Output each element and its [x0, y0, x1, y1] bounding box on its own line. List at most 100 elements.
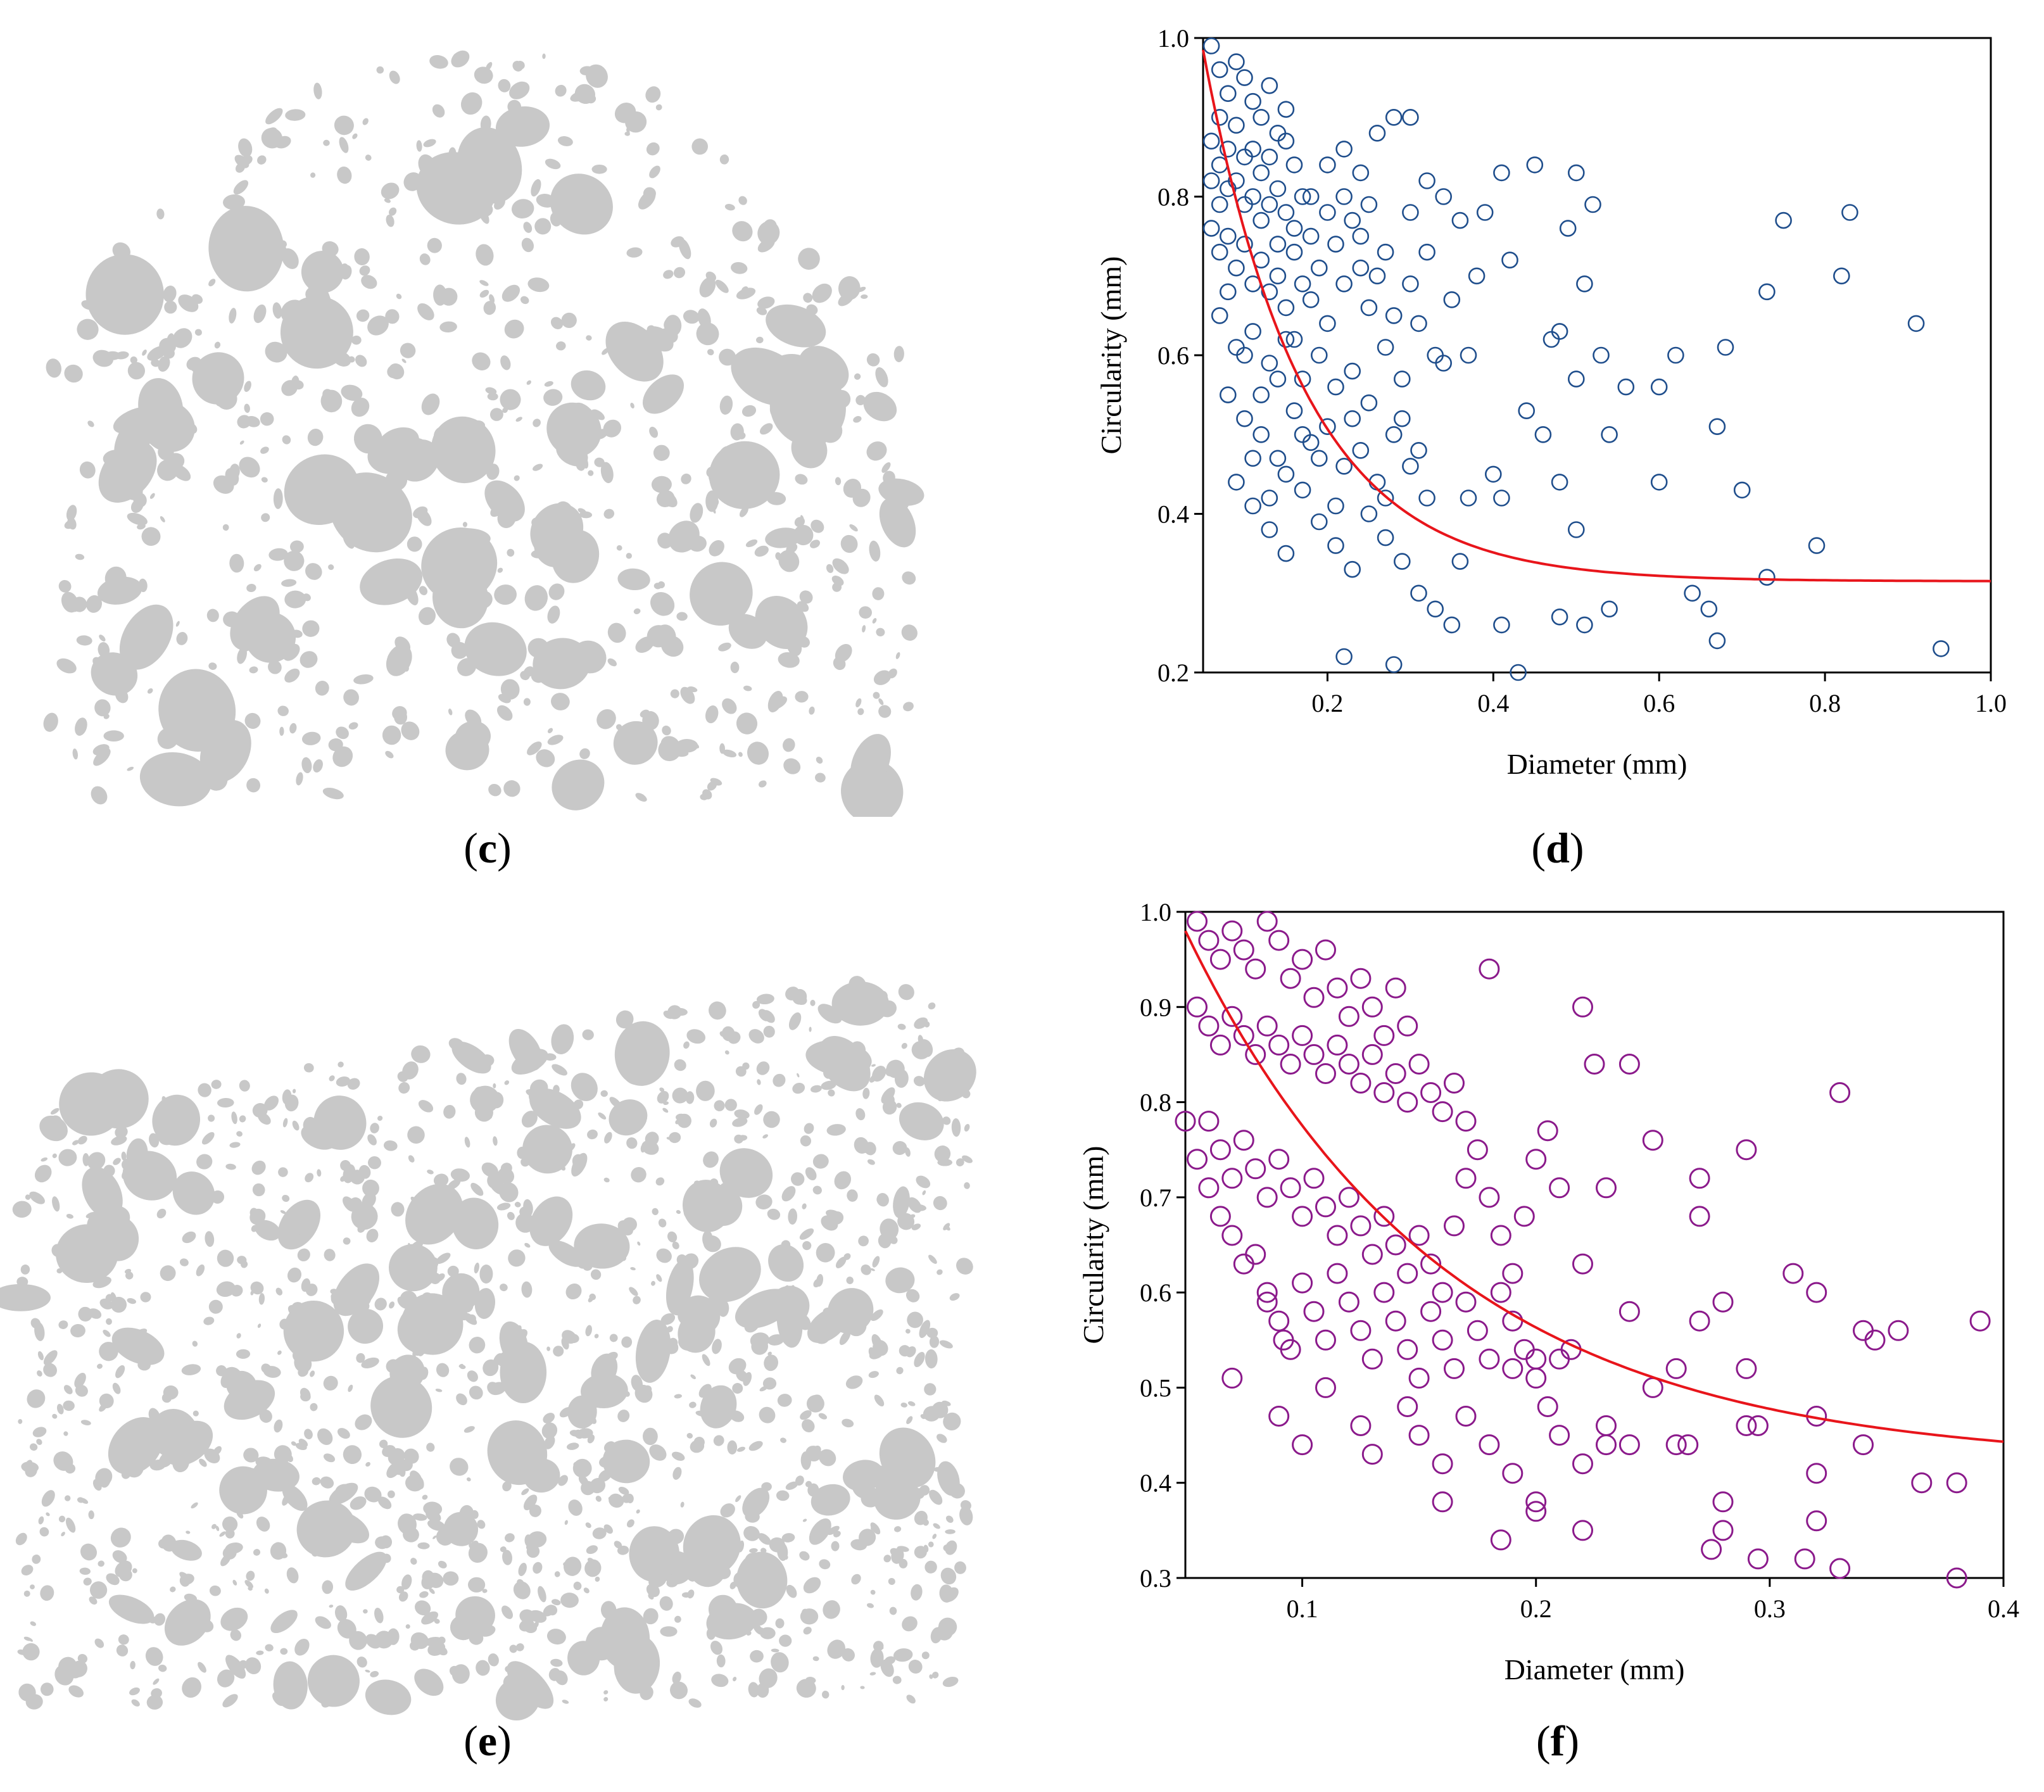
- pore-blob: [902, 571, 916, 585]
- pore-blob: [56, 658, 77, 674]
- data-point: [1408, 1425, 1430, 1446]
- pore-blob: [126, 1138, 148, 1170]
- pore-blob: [387, 1490, 395, 1498]
- pore-blob: [110, 1246, 118, 1254]
- pore-blob: [835, 1256, 847, 1268]
- pore-blob: [158, 1539, 168, 1549]
- pore-blob: [582, 1029, 594, 1040]
- pore-blob: [388, 363, 405, 380]
- pore-blob: [96, 791, 103, 798]
- pore-blob: [656, 1274, 662, 1282]
- data-point: [1432, 1282, 1453, 1303]
- pore-blob: [591, 165, 607, 174]
- data-point: [1327, 236, 1344, 253]
- pore-blob: [385, 309, 400, 324]
- pore-blob: [928, 1541, 934, 1548]
- data-point: [1373, 1082, 1395, 1103]
- pore-blob: [118, 1634, 129, 1645]
- data-point: [1747, 1548, 1769, 1570]
- pore-blob: [280, 296, 353, 369]
- pore-blob: [397, 1071, 408, 1082]
- pore-blob: [157, 1161, 170, 1173]
- pore-blob: [883, 470, 895, 485]
- pore-blob: [296, 1343, 313, 1360]
- pore-blob: [82, 1166, 123, 1219]
- pore-blob: [482, 1589, 488, 1593]
- pore-blob: [462, 522, 468, 527]
- data-point: [1444, 1358, 1465, 1379]
- data-point: [1393, 553, 1411, 570]
- data-point: [1701, 1539, 1722, 1560]
- pore-blob: [43, 712, 58, 732]
- pore-blob: [202, 670, 208, 675]
- pore-blob: [760, 1627, 776, 1639]
- data-point: [1292, 1272, 1313, 1294]
- data-point: [1268, 1406, 1290, 1427]
- pore-blob: [296, 772, 303, 786]
- pore-blob: [245, 1657, 262, 1674]
- pore-blob: [832, 582, 842, 592]
- data-point: [1443, 616, 1461, 634]
- data-point: [1833, 267, 1850, 285]
- pore-blob: [313, 82, 322, 99]
- data-point: [1310, 346, 1328, 364]
- data-point: [1220, 180, 1237, 198]
- data-point: [1708, 418, 1726, 436]
- pore-blob: [895, 496, 909, 510]
- pore-blob: [803, 1627, 812, 1635]
- pore-blob: [617, 568, 650, 591]
- pore-blob: [916, 1175, 931, 1189]
- data-point: [1432, 1491, 1453, 1513]
- pore-blob: [423, 139, 436, 148]
- pore-blob: [705, 490, 719, 512]
- pore-blob: [353, 674, 374, 685]
- data-point: [1933, 640, 1950, 657]
- pore-blob: [239, 1080, 250, 1092]
- pore-blob: [92, 744, 110, 756]
- pore-blob: [29, 1191, 45, 1204]
- pore-blob: [317, 1428, 333, 1446]
- pore-blob: [158, 356, 170, 372]
- pore-blob: [433, 1173, 449, 1187]
- data-point: [1187, 1149, 1208, 1170]
- pore-blob: [942, 1677, 959, 1688]
- data-point: [1277, 545, 1295, 562]
- pore-blob: [533, 419, 541, 427]
- pore-blob: [464, 622, 527, 676]
- pore-blob: [919, 1320, 931, 1339]
- pore-blob: [914, 1463, 928, 1472]
- y-tick-label: 0.7: [1140, 1183, 1171, 1212]
- pore-blob: [585, 1325, 592, 1337]
- pore-blob: [410, 1632, 429, 1650]
- pore-blob: [243, 1448, 259, 1463]
- pore-blob: [208, 662, 217, 670]
- pore-blob: [907, 1504, 913, 1511]
- data-point: [1269, 180, 1287, 198]
- pore-blob: [54, 1665, 74, 1686]
- pore-blob: [340, 1175, 346, 1182]
- pore-blob: [184, 1593, 198, 1603]
- data-point: [1302, 188, 1320, 205]
- pore-blob: [329, 1482, 358, 1505]
- pore-blob: [791, 1172, 805, 1186]
- pore-blob: [868, 1371, 879, 1379]
- pore-blob: [264, 1588, 269, 1594]
- pore-blob: [894, 1526, 902, 1532]
- plot-frame: [1184, 911, 2005, 1579]
- pore-blob: [945, 1225, 950, 1231]
- data-point: [1335, 141, 1353, 158]
- pore-blob: [0, 1284, 51, 1311]
- pore-blob: [803, 293, 813, 303]
- pore-blob: [405, 1624, 410, 1629]
- pore-blob: [554, 1571, 560, 1577]
- pore-blob: [256, 1517, 270, 1532]
- pore-blob: [281, 380, 298, 396]
- data-point: [1277, 299, 1295, 317]
- pore-blob: [32, 1427, 47, 1437]
- pore-blob: [527, 741, 542, 755]
- data-point: [1285, 243, 1303, 261]
- pore-blob: [896, 521, 905, 526]
- pore-blob: [841, 1685, 845, 1691]
- pore-blob: [764, 353, 823, 407]
- pore-blob: [885, 1267, 915, 1294]
